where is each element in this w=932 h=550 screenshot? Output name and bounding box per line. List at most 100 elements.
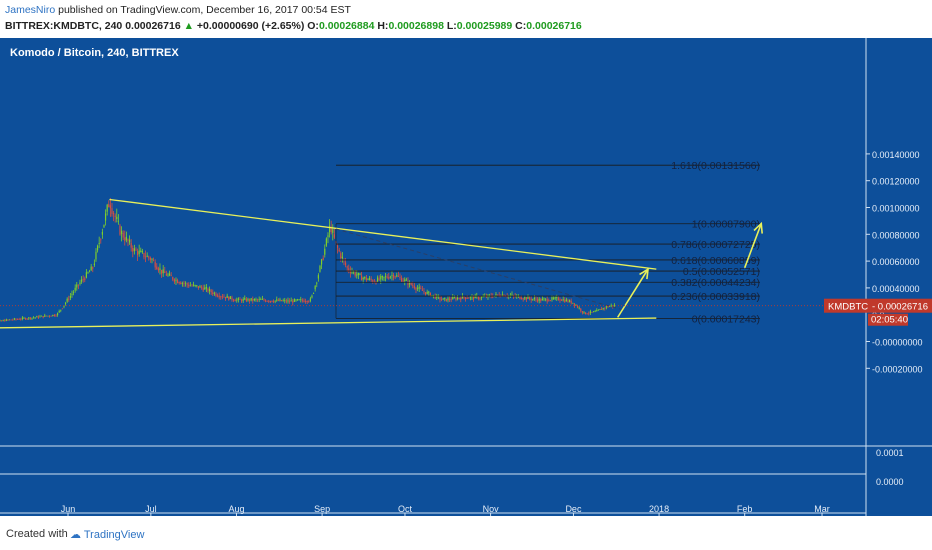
candle-body xyxy=(482,296,484,298)
candle-body xyxy=(293,299,295,302)
candle-body xyxy=(474,295,476,299)
candle-body xyxy=(255,299,257,300)
time-tick-label: 2018 xyxy=(649,504,669,514)
candle-body xyxy=(304,301,307,302)
candle-body xyxy=(66,298,68,302)
candle-body xyxy=(341,256,343,259)
candle-body xyxy=(176,280,179,283)
candle-body xyxy=(10,319,12,321)
trendline xyxy=(0,317,657,329)
candle-body xyxy=(572,302,574,304)
lower-pane-tick-label: 0.0000 xyxy=(876,477,904,487)
candle-body xyxy=(135,249,137,251)
candle-body xyxy=(421,289,423,291)
candle-body xyxy=(210,290,212,293)
candle-body xyxy=(357,272,359,276)
candle-body xyxy=(416,288,419,290)
candle-body xyxy=(15,318,17,320)
author-link[interactable]: JamesNiro xyxy=(5,4,56,16)
candle-body xyxy=(301,299,303,301)
candle-body xyxy=(72,291,75,293)
tradingview-logo[interactable]: ☁ TradingView xyxy=(70,528,144,541)
candle-body xyxy=(370,279,372,280)
candle-body xyxy=(282,300,284,302)
open-value: 0.00026884 xyxy=(318,20,375,32)
candle-body xyxy=(132,247,134,252)
candle-body xyxy=(404,279,406,282)
candle-body xyxy=(244,298,246,300)
price-chart[interactable]: 1.618(0.00131566) 1(0.00087900) 0.786(0.00… xyxy=(0,38,932,516)
candle-body xyxy=(50,315,52,317)
candle-body xyxy=(292,300,294,303)
candle-body xyxy=(522,298,524,300)
candle-body xyxy=(605,306,607,308)
price-tick-label: 0.00060000 xyxy=(872,257,920,267)
candle-body xyxy=(212,292,214,295)
candle-body xyxy=(120,230,123,234)
candle-body xyxy=(298,299,300,301)
candle-body xyxy=(156,266,158,270)
candle-body xyxy=(568,299,571,302)
candle-body xyxy=(0,320,1,322)
candle-body xyxy=(327,235,329,237)
candle-body xyxy=(352,271,355,273)
candle-body xyxy=(127,239,129,241)
candle-body xyxy=(560,299,563,301)
candle-body xyxy=(604,307,606,309)
candle-body xyxy=(576,305,579,308)
candle-body xyxy=(420,288,422,290)
candle-body xyxy=(383,276,385,278)
publish-header: JamesNiro published on TradingView.com, … xyxy=(0,0,932,38)
lower-pane-tick-label: 0.0001 xyxy=(876,448,904,458)
candle-body xyxy=(524,297,526,299)
candle-body xyxy=(34,317,36,319)
candle-body xyxy=(87,272,89,274)
candle-body xyxy=(332,229,334,233)
candle-body xyxy=(317,275,319,279)
candle-body xyxy=(168,273,171,276)
price-tick-label: 0.00140000 xyxy=(872,150,920,160)
candle-body xyxy=(439,297,441,300)
fib-level-label: 0.236(0.00033918) xyxy=(671,291,760,303)
candle-body xyxy=(247,298,249,301)
candle-body xyxy=(423,291,425,293)
ohlc-line: BITTREX:KMDBTC, 240 0.00026716 ▲ +0.0000… xyxy=(5,20,582,32)
candle-body xyxy=(279,299,281,301)
candle-body xyxy=(428,291,430,293)
candle-body xyxy=(213,292,215,294)
candle-body xyxy=(591,311,593,313)
candle-body xyxy=(148,256,150,258)
candle-body xyxy=(101,231,103,235)
candle-body xyxy=(5,319,7,321)
candle-body xyxy=(448,298,451,300)
candle-body xyxy=(280,300,283,302)
candle-body xyxy=(544,298,547,300)
candle-body xyxy=(338,249,340,252)
candle-body xyxy=(100,239,102,241)
candle-body xyxy=(562,299,564,301)
candle-body xyxy=(133,248,135,252)
candle-body xyxy=(140,250,142,253)
time-tick-label: Mar xyxy=(814,504,830,514)
candle-body xyxy=(237,298,239,300)
high-label: H: xyxy=(377,20,389,32)
close-value: 0.00026716 xyxy=(526,20,582,32)
candle-body xyxy=(445,298,447,302)
projection-arrow xyxy=(616,268,649,318)
candle-body xyxy=(392,274,395,278)
candle-body xyxy=(356,274,358,276)
countdown-tag xyxy=(868,313,908,326)
candle-body xyxy=(69,295,71,298)
candle-body xyxy=(610,305,612,307)
candle-body xyxy=(80,279,83,282)
candle-body xyxy=(344,262,347,265)
candle-body xyxy=(346,266,348,268)
candle-body xyxy=(92,267,94,269)
candle-body xyxy=(74,287,76,291)
arrow-head xyxy=(639,267,650,280)
price-tag-value: - 0.00026716 xyxy=(872,302,928,313)
candle-body xyxy=(501,294,503,296)
candle-body xyxy=(58,310,60,313)
candle-body xyxy=(204,287,206,290)
